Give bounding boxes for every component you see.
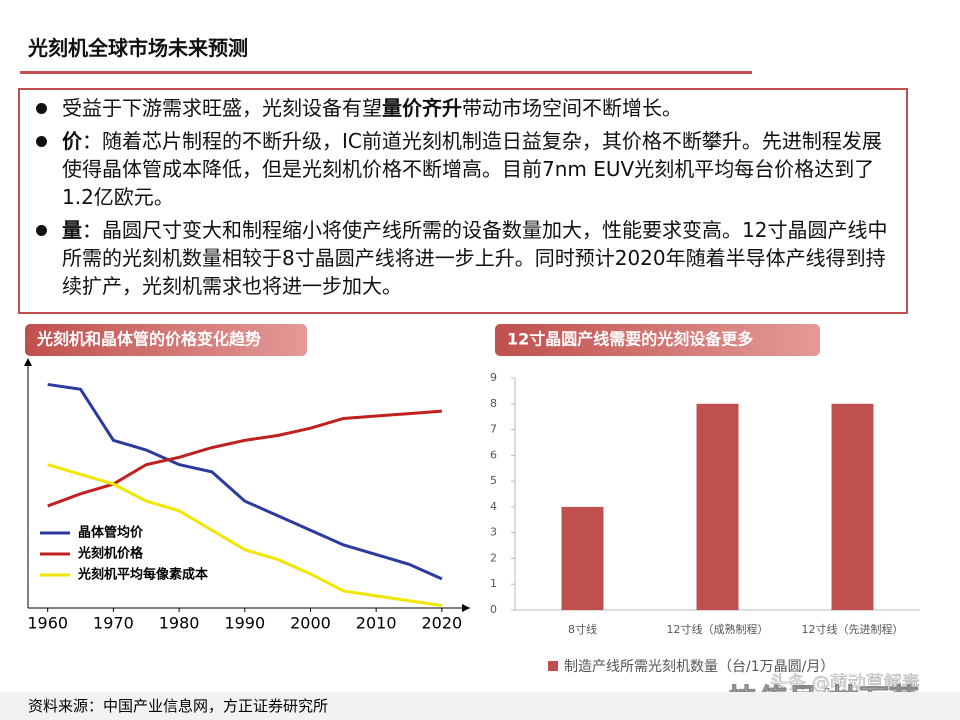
line-series bbox=[47, 382, 443, 581]
y-tick-label: 1 bbox=[490, 577, 497, 590]
chart-title: 光刻机和晶体管的价格变化趋势 bbox=[36, 330, 261, 349]
bullet-text: 量价齐升 bbox=[382, 96, 462, 120]
bullet: 量：晶圆尺寸变大和制程缩小将使产线所需的设备数量加大，性能要求变高。12寸晶圆产… bbox=[30, 216, 898, 300]
watermark: 头条 @萌动草解毒 bbox=[770, 673, 920, 694]
x-tick-label: 2010 bbox=[356, 614, 397, 633]
x-tick-label: 2000 bbox=[290, 614, 331, 633]
legend-swatch bbox=[548, 661, 558, 671]
y-tick-label: 7 bbox=[490, 423, 497, 436]
slide-title: 光刻机全球市场未来预测 bbox=[28, 36, 248, 60]
legend-label: 光刻机平均每像素成本 bbox=[77, 567, 208, 583]
x-tick-label: 1970 bbox=[93, 614, 134, 633]
x-tick-label: 1980 bbox=[159, 614, 200, 633]
y-tick-label: 4 bbox=[490, 500, 497, 513]
x-tick-label: 1990 bbox=[224, 614, 265, 633]
chart-header-box bbox=[25, 324, 307, 356]
y-tick-label: 9 bbox=[490, 371, 497, 384]
y-tick-label: 5 bbox=[490, 474, 497, 487]
chart-header-box bbox=[495, 324, 820, 356]
y-tick-label: 8 bbox=[490, 397, 497, 410]
bullet: 价：随着芯片制程的不断升级，IC前道光刻机制造日益复杂，其价格不断攀升。先进制程… bbox=[30, 127, 898, 211]
y-tick-label: 0 bbox=[490, 603, 497, 616]
bullet-box: 受益于下游需求旺盛，光刻设备有望量价齐升带动市场空间不断增长。价：随着芯片制程的… bbox=[18, 88, 908, 314]
line-series bbox=[47, 409, 442, 508]
x-tick-label: 2020 bbox=[422, 614, 463, 633]
legend-label: 制造产线所需光刻机数量（台/1万晶圆/月） bbox=[564, 659, 834, 675]
x-tick-label: 12寸线（成熟制程） bbox=[667, 622, 769, 636]
x-tick-label: 1960 bbox=[27, 614, 68, 633]
legend-label: 光刻机价格 bbox=[77, 546, 144, 562]
x-tick-label: 12寸线（先进制程） bbox=[802, 622, 904, 636]
x-tick-label: 8寸线 bbox=[568, 622, 597, 636]
bullet-text: 量 bbox=[62, 218, 82, 242]
bar bbox=[696, 403, 739, 610]
bullet-text: ：晶圆尺寸变大和制程缩小将使产线所需的设备数量加大，性能要求变高。12寸晶圆产线… bbox=[62, 218, 888, 298]
bullet-text: 受益于下游需求旺盛，光刻设备有望 bbox=[62, 96, 382, 120]
bullet-text: 带动市场空间不断增长。 bbox=[462, 96, 682, 120]
bar bbox=[831, 403, 874, 610]
legend-label: 晶体管均价 bbox=[78, 525, 144, 541]
chart-title: 12寸晶圆产线需要的光刻设备更多 bbox=[507, 330, 753, 349]
title-rule bbox=[20, 71, 752, 74]
bullet-text: 价 bbox=[62, 129, 82, 153]
bullet: 受益于下游需求旺盛，光刻设备有望量价齐升带动市场空间不断增长。 bbox=[30, 94, 898, 122]
source: 资料来源：中国产业信息网，方正证券研究所 bbox=[0, 692, 960, 720]
y-tick-label: 3 bbox=[490, 526, 497, 539]
bullet-text: ：随着芯片制程的不断升级，IC前道光刻机制造日益复杂，其价格不断攀升。先进制程发… bbox=[62, 129, 882, 209]
y-tick-label: 2 bbox=[490, 551, 497, 564]
bar bbox=[561, 506, 604, 610]
line-series bbox=[47, 463, 443, 608]
y-tick-label: 6 bbox=[490, 448, 497, 461]
